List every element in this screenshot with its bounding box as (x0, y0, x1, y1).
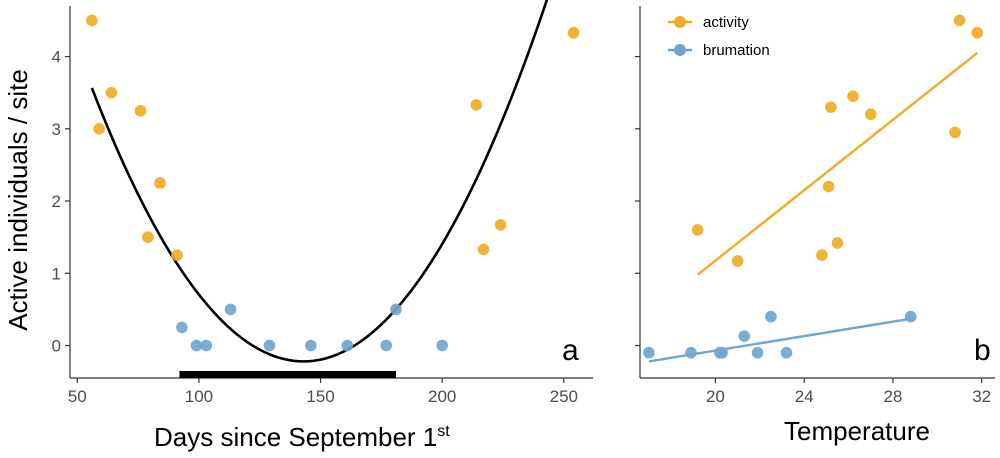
brumation-point (305, 339, 317, 352)
x-tick-label: 20 (706, 387, 725, 406)
brumation-point (436, 339, 448, 352)
brumation-point (263, 339, 276, 352)
activity-point (142, 231, 154, 243)
activity-point (831, 237, 844, 249)
brumation-point (341, 339, 354, 352)
activity-point (971, 26, 984, 39)
brumation-point (190, 339, 203, 352)
y-tick-label: 4 (52, 48, 61, 67)
x-tick-label: 200 (428, 387, 456, 406)
legend-brumation-label: brumation (703, 42, 770, 59)
legend-activity-label: activity (703, 14, 749, 31)
activity-point (477, 243, 490, 256)
activity-point (134, 104, 147, 117)
y-tick-label: 3 (52, 120, 61, 139)
activity-point (567, 26, 580, 39)
panel-a-y-ticks: 0 1 2 3 4 (52, 48, 70, 355)
x-tick-label: 50 (68, 387, 87, 406)
legend-activity-marker (674, 16, 686, 28)
activity-point (822, 180, 835, 193)
activity-point (86, 14, 98, 27)
activity-point (105, 86, 118, 99)
activity-point (494, 219, 507, 231)
brumation-point (200, 339, 213, 352)
brumation-point (176, 321, 188, 334)
panel-b: 20 24 28 32 activity brumation b Temperature (635, 6, 995, 446)
panel-b-y-ticks (635, 55, 640, 347)
panel-b-fit-lines (648, 52, 978, 363)
brumation-point (780, 346, 793, 359)
brumation-point (390, 303, 402, 316)
activity-point (691, 224, 704, 236)
x-tick-label: 100 (185, 387, 213, 406)
x-tick-label: 250 (550, 387, 578, 406)
activity-point (953, 14, 966, 27)
activity-point (949, 126, 961, 139)
x-tick-label: 24 (795, 387, 814, 406)
panel-a-x-axis-title: Days since September 1st (154, 422, 450, 452)
y-tick-label: 2 (52, 192, 61, 211)
panel-a-label: a (562, 334, 579, 367)
activity-point (847, 90, 859, 103)
brumation-point (904, 310, 917, 323)
panel-a-x-axis-title-main: Days since September 1 (154, 422, 437, 452)
brumation-period-bar (179, 371, 396, 378)
activity-point (470, 99, 483, 111)
brumation-point (716, 346, 728, 359)
activity-point (825, 101, 837, 113)
panel-a: 0 1 2 3 4 50 100 150 200 250 a Days since Septem… (3, 0, 593, 452)
brumation-point (685, 346, 697, 359)
x-tick-label: 32 (972, 387, 991, 406)
y-tick-label: 0 (52, 336, 61, 355)
legend-brumation-marker (674, 44, 686, 56)
y-axis-title: Active individuals / site (3, 69, 33, 331)
activity-point (154, 177, 166, 189)
activity-fit-line (696, 52, 978, 276)
activity-point (816, 249, 828, 262)
legend: activity brumation (668, 14, 770, 59)
panel-b-points (643, 14, 984, 359)
brumation-point (380, 339, 393, 352)
brumation-point (643, 346, 655, 359)
activity-point (864, 108, 877, 121)
panel-a-x-axis-title-sup: st (437, 423, 450, 440)
panel-a-points (86, 14, 580, 352)
panel-b-x-axis-title: Temperature (784, 416, 930, 446)
panel-b-label: b (974, 334, 991, 367)
brumation-point (224, 303, 237, 316)
activity-point (171, 249, 183, 262)
panel-b-x-ticks: 20 24 28 32 (706, 378, 991, 406)
panel-a-x-ticks: 50 100 150 200 250 (68, 378, 578, 406)
x-tick-label: 150 (306, 387, 334, 406)
y-tick-label: 1 (52, 264, 61, 283)
brumation-point (738, 330, 751, 342)
brumation-point (765, 310, 777, 323)
activity-point (93, 122, 105, 135)
activity-point (731, 255, 744, 267)
x-tick-label: 28 (883, 387, 902, 406)
brumation-point (751, 346, 764, 359)
